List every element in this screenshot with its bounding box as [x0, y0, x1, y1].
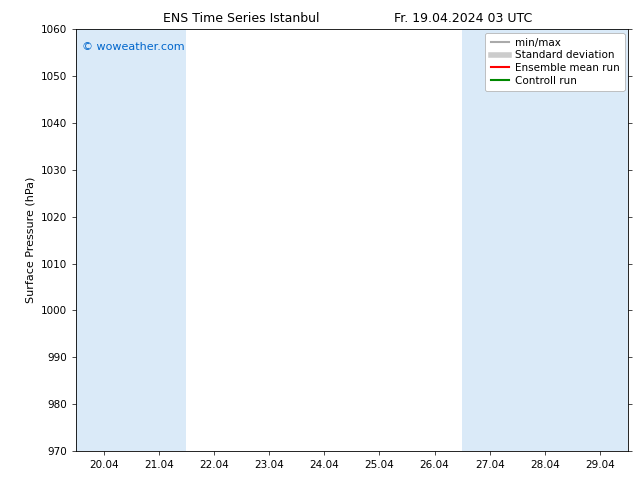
Text: Fr. 19.04.2024 03 UTC: Fr. 19.04.2024 03 UTC	[394, 12, 532, 25]
Text: © woweather.com: © woweather.com	[82, 42, 184, 52]
Y-axis label: Surface Pressure (hPa): Surface Pressure (hPa)	[25, 177, 36, 303]
Bar	[76, 29, 186, 451]
Legend: min/max, Standard deviation, Ensemble mean run, Controll run: min/max, Standard deviation, Ensemble me…	[486, 32, 624, 91]
Bar	[462, 29, 573, 451]
Bar	[573, 29, 628, 451]
Text: ENS Time Series Istanbul: ENS Time Series Istanbul	[163, 12, 319, 25]
